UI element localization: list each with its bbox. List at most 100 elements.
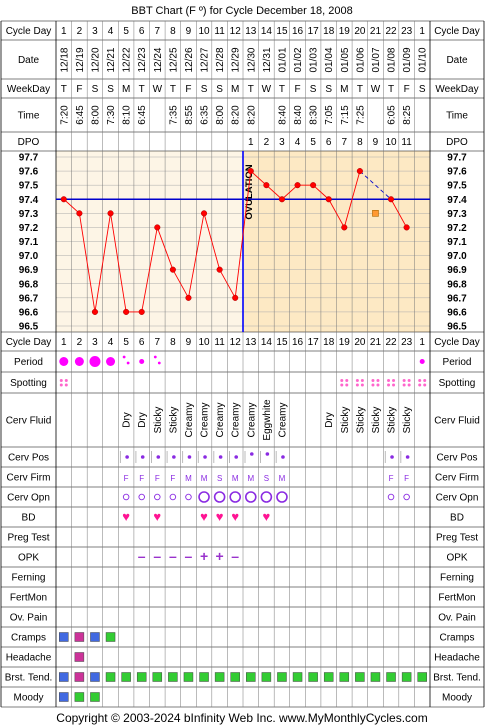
opk-negative: –: [153, 548, 161, 564]
temp-point: [200, 210, 208, 217]
temp-line-segment: [219, 269, 236, 299]
spotting-dot: [371, 383, 375, 387]
brst-tend-marker: [386, 672, 396, 682]
cerv-pos-dot: [172, 455, 176, 459]
cerv-opn-circle: [229, 491, 242, 503]
cycle-day-top: 5: [123, 26, 129, 37]
y-tick-label-right: 96.9: [447, 265, 467, 276]
temp-line-segment: [390, 199, 408, 228]
cerv-pos-dot: [265, 452, 270, 456]
cycle-day-bottom: 12: [230, 337, 242, 348]
weekday-label: S: [419, 84, 426, 95]
brst-tend-marker: [183, 672, 194, 682]
period-spot: [153, 355, 157, 359]
y-tick-label-left: 97.1: [19, 237, 39, 248]
temp-point: [185, 294, 192, 301]
spotting-dot: [371, 379, 375, 382]
cycle-day-top: 13: [245, 26, 257, 37]
spotting-dot: [402, 383, 406, 387]
weekday-label: M: [231, 84, 239, 95]
y-tick-label-left: 96.8: [19, 279, 39, 290]
time-label: 8:00: [90, 105, 101, 125]
cerv-pos-dot: [125, 455, 129, 459]
cerv-opn-circle: [169, 493, 177, 501]
date-label: 12/31: [262, 47, 273, 72]
spotting-dot: [402, 379, 406, 382]
date-label: 12/21: [106, 47, 117, 72]
date-label: 01/07: [371, 47, 382, 72]
cerv-opn-circle: [138, 493, 145, 501]
row-label-right: Preg Test: [436, 533, 478, 544]
row-label-left: Ferning: [12, 573, 46, 584]
date-label: 01/10: [418, 47, 429, 72]
brst-tend-marker: [214, 672, 225, 682]
opk-positive: +: [216, 548, 224, 564]
cycle-day-top: 10: [198, 26, 210, 37]
temp-point: [310, 182, 317, 189]
spotting-dot: [340, 379, 344, 382]
spotting-dot: [345, 383, 349, 387]
date-label: 12/29: [231, 47, 242, 72]
weekday-label: T: [357, 84, 363, 95]
moody-marker: [74, 692, 85, 702]
bd-heart-icon: ♥: [231, 509, 239, 524]
date-label: 01/03: [309, 47, 320, 72]
date-label: 01/05: [340, 47, 351, 72]
cycle-day-bottom: 11: [214, 337, 225, 348]
y-tick-label-right: 97.2: [447, 223, 467, 234]
cerv-pos-dot: [405, 455, 410, 459]
cerv-fluid-label: Dry: [137, 412, 148, 428]
date-label: 12/30: [246, 47, 257, 72]
cycle-day-bottom: 14: [261, 337, 273, 348]
row-label-right: FertMon: [438, 593, 475, 604]
cycle-day-bottom: 19: [339, 337, 351, 348]
cycle-day-top: 8: [170, 26, 176, 37]
cycle-day-top: 1: [61, 26, 67, 37]
row-label-right: Cerv Opn: [436, 493, 479, 504]
row-label-left: Period: [14, 357, 43, 368]
cerv-firm-letter: M: [247, 474, 254, 483]
cramps-marker: [90, 632, 100, 642]
y-tick-label-right: 96.8: [447, 279, 467, 290]
cerv-firm-letter: M: [279, 474, 286, 483]
cycle-day-bottom: 5: [123, 337, 129, 348]
row-label-right: Cerv Fluid: [434, 416, 480, 427]
date-label: 12/19: [75, 47, 86, 72]
cycle-day-top: 21: [370, 26, 382, 37]
cerv-firm-letter: S: [217, 474, 222, 483]
row-label-left: Spotting: [10, 378, 47, 389]
dpo-label: 10: [385, 137, 397, 148]
cramps-marker: [74, 632, 85, 642]
y-tick-label-left: 97.7: [19, 153, 39, 164]
row-label-right: Spotting: [439, 378, 476, 389]
cerv-fluid-label: Sticky: [168, 407, 179, 434]
date-label: 12/28: [215, 47, 226, 72]
opk-positive: +: [200, 548, 208, 564]
time-label: 7:30: [106, 105, 117, 125]
row-label-right: BD: [450, 513, 464, 524]
weekday-label: T: [388, 84, 394, 95]
row-label-left: Cerv Fluid: [6, 416, 52, 427]
brst-tend-marker: [292, 672, 303, 682]
cycle-day-bottom: 1: [419, 337, 425, 348]
cerv-fluid-label: Sticky: [340, 407, 351, 434]
date-label: 01/02: [293, 47, 304, 72]
cerv-pos-dot: [281, 455, 285, 459]
dpo-label: 6: [326, 137, 332, 148]
cycle-day-bottom: 18: [323, 337, 335, 348]
y-tick-label-left: 97.4: [19, 195, 39, 206]
dpo-label: 2: [264, 137, 270, 148]
cerv-firm-letter: M: [232, 474, 239, 483]
cerv-opn-circle: [185, 493, 192, 501]
row-label-left: Cerv Firm: [7, 473, 51, 484]
cycle-day-bottom: 17: [308, 337, 320, 348]
spotting-dot: [59, 383, 63, 387]
time-label: 8:00: [215, 105, 226, 125]
date-label: 01/01: [277, 47, 288, 72]
cycle-day-bottom: 4: [108, 337, 114, 348]
y-tick-label-right: 97.3: [447, 209, 467, 220]
weekday-label: T: [139, 84, 145, 95]
row-label-left: Cerv Opn: [7, 493, 50, 504]
y-tick-label-right: 97.1: [447, 237, 467, 248]
